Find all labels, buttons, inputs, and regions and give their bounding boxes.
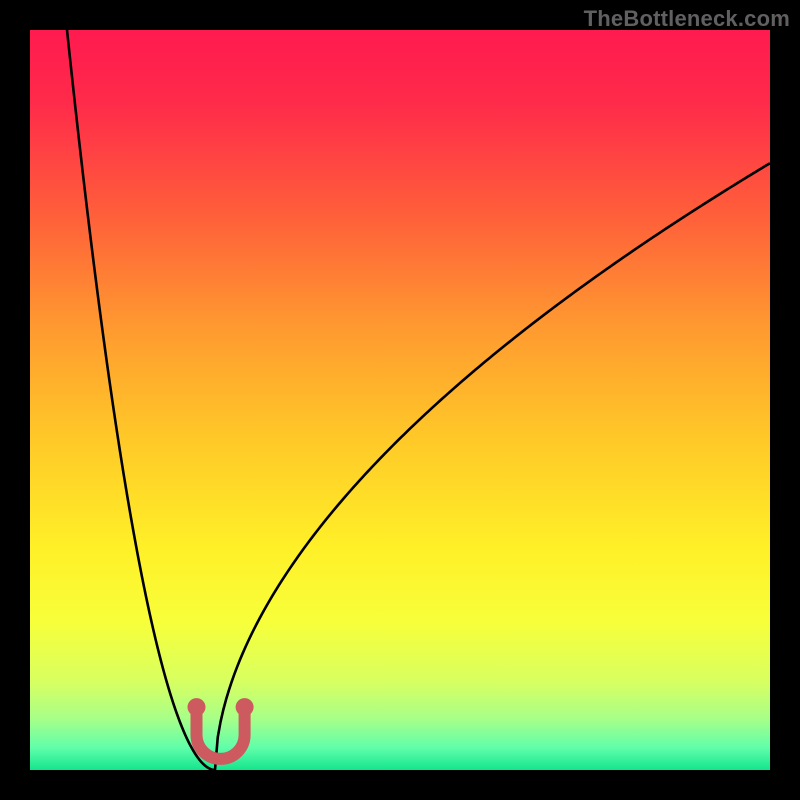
chart-frame: TheBottleneck.com	[0, 0, 800, 800]
heatmap-gradient-background	[30, 30, 770, 770]
bottleneck-curve-chart	[30, 30, 770, 770]
watermark-text: TheBottleneck.com	[584, 6, 790, 32]
